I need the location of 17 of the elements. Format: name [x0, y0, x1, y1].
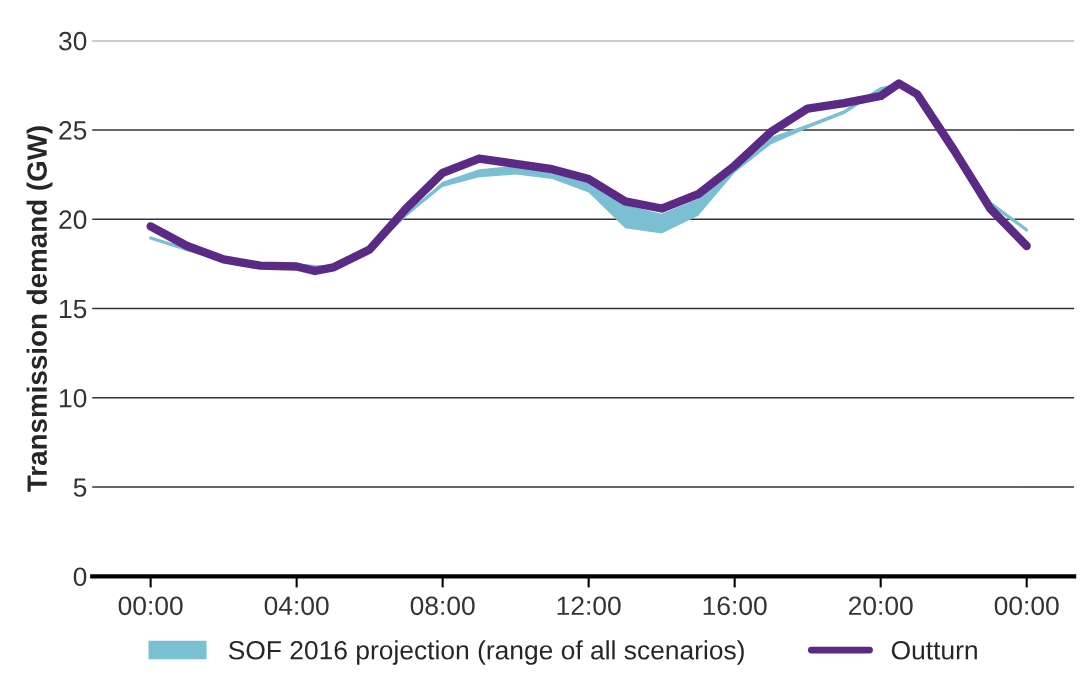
x-tick-label: 16:00 — [703, 596, 767, 616]
x-tick-label: 08:00 — [410, 596, 475, 616]
y-tick-label: 25 — [59, 121, 87, 140]
y-tick-label: 15 — [60, 299, 87, 319]
x-tick-label: 12:00 — [557, 596, 621, 616]
x-tick-label: 20:00 — [849, 596, 913, 616]
y-tick-label: 10 — [60, 388, 87, 408]
y-axis-title: Transmission demand (GW) — [26, 126, 53, 492]
x-tick-label: 00:00 — [118, 596, 183, 616]
x-tick-label: 00:00 — [994, 596, 1059, 616]
y-tick-label: 0 — [73, 567, 87, 587]
legend-label: Outturn — [891, 640, 977, 660]
y-tick-label: 20 — [59, 210, 87, 230]
y-tick-label: 5 — [73, 478, 87, 497]
y-tick-label: 30 — [59, 31, 87, 51]
x-tick-label: 04:00 — [264, 596, 329, 616]
legend-label: SOF 2016 projection (range of all scenarios) — [228, 640, 744, 665]
